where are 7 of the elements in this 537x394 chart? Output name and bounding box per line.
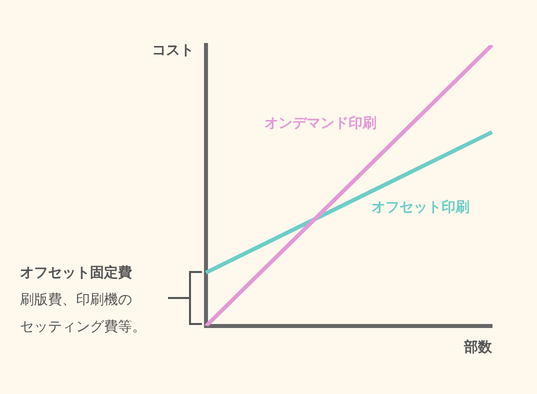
annotation: オフセット固定費 (20, 264, 133, 283)
annotation: セッティング費等。 (20, 318, 146, 337)
y-axis-title: コスト (152, 42, 194, 59)
x-axis-title: 部数 (463, 338, 493, 356)
series-label: オフセット印刷 (372, 200, 470, 216)
annotation: 刷版費、印刷機の (20, 291, 133, 310)
series-label: オンデマンド印刷 (264, 115, 376, 132)
